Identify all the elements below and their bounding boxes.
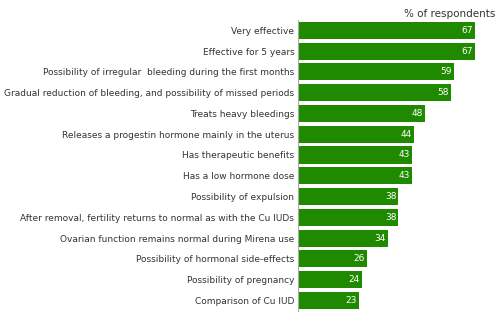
Text: 38: 38 xyxy=(385,192,396,201)
Text: 67: 67 xyxy=(461,47,472,55)
Bar xyxy=(298,146,412,163)
Text: 26: 26 xyxy=(354,255,365,263)
Bar xyxy=(298,63,454,80)
Text: 59: 59 xyxy=(440,67,452,76)
Bar xyxy=(298,292,359,309)
Text: 43: 43 xyxy=(398,151,409,159)
Text: 38: 38 xyxy=(385,213,396,222)
Bar xyxy=(298,188,398,205)
Text: 34: 34 xyxy=(374,234,386,243)
Text: 58: 58 xyxy=(438,88,449,97)
Text: % of respondents: % of respondents xyxy=(404,9,495,20)
Bar xyxy=(298,209,398,226)
Bar xyxy=(298,250,367,267)
Bar xyxy=(298,126,414,143)
Bar xyxy=(298,22,475,39)
Text: 48: 48 xyxy=(412,109,422,118)
Text: 43: 43 xyxy=(398,171,409,180)
Bar xyxy=(298,43,475,60)
Text: 44: 44 xyxy=(401,130,412,139)
Bar xyxy=(298,84,451,101)
Text: 23: 23 xyxy=(346,296,357,305)
Text: 24: 24 xyxy=(348,275,360,284)
Text: 67: 67 xyxy=(461,26,472,35)
Bar xyxy=(298,167,412,184)
Bar xyxy=(298,271,362,288)
Bar xyxy=(298,105,425,122)
Bar xyxy=(298,230,388,247)
